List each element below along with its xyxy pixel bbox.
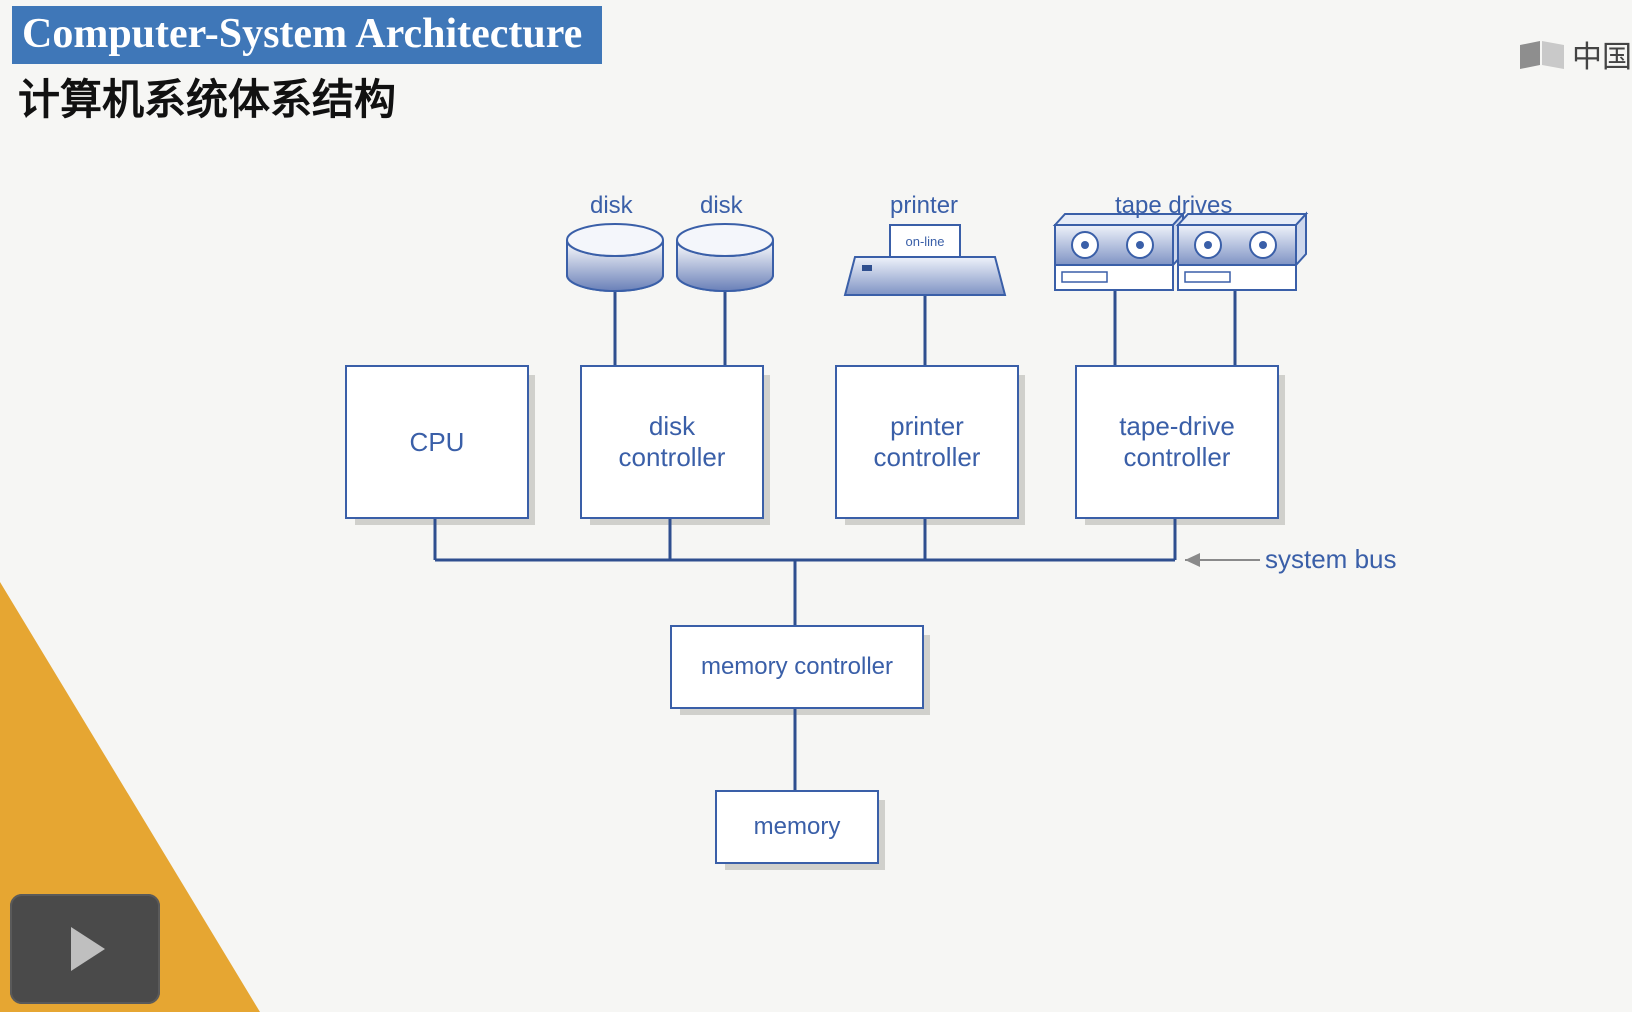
- cpu-label: CPU: [410, 427, 465, 458]
- mem-label: memory: [754, 813, 841, 841]
- printer-icon: on-line: [845, 225, 1005, 295]
- diskc-label: disk controller: [619, 411, 726, 473]
- tape-drive-icon: [1178, 214, 1306, 290]
- printer-online-label: on-line: [905, 234, 944, 249]
- printer-label: printer: [890, 192, 958, 220]
- node-memory-controller: memory controller: [670, 625, 924, 709]
- node-printer-controller: printer controller: [835, 365, 1019, 519]
- node-memory: memory: [715, 790, 879, 864]
- tape-drive-icon: [1055, 214, 1183, 290]
- architecture-diagram: on-line: [0, 0, 1632, 1012]
- tape-label: tape drives: [1115, 192, 1232, 220]
- disk-icon: [677, 224, 773, 291]
- printerc-label: printer controller: [874, 411, 981, 473]
- node-disk-controller: disk controller: [580, 365, 764, 519]
- node-tape-controller: tape-drive controller: [1075, 365, 1279, 519]
- tapec-label: tape-drive controller: [1119, 411, 1235, 473]
- disk-label-1: disk: [590, 192, 633, 220]
- disk-icon: [567, 224, 663, 291]
- node-cpu: CPU: [345, 365, 529, 519]
- disk-label-2: disk: [700, 192, 743, 220]
- system-bus-label: system bus: [1265, 544, 1397, 575]
- memc-label: memory controller: [701, 653, 893, 681]
